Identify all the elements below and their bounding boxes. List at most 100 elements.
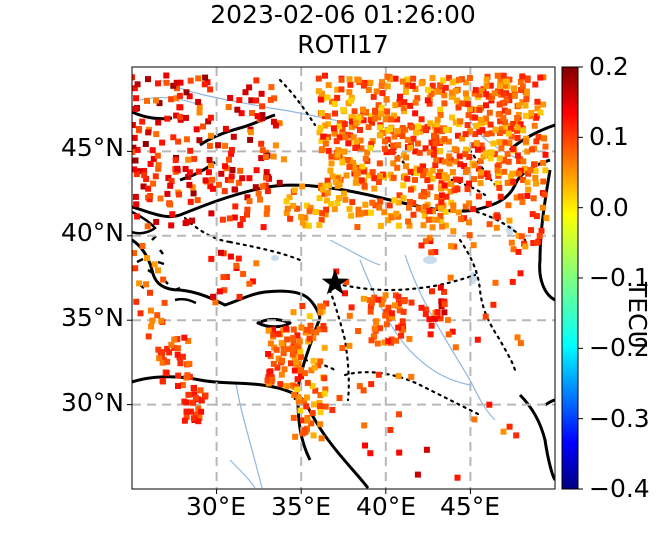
roti-point bbox=[294, 343, 301, 350]
roti-point bbox=[533, 113, 540, 120]
roti-point bbox=[362, 155, 369, 162]
lon-label-45: 45°E bbox=[439, 492, 501, 521]
roti-point bbox=[205, 169, 212, 176]
roti-point bbox=[298, 354, 304, 361]
roti-point bbox=[190, 399, 197, 406]
roti-point bbox=[247, 129, 254, 136]
roti-point bbox=[369, 138, 376, 145]
roti-point bbox=[522, 102, 529, 109]
roti-point bbox=[378, 110, 385, 117]
roti-point bbox=[155, 80, 161, 87]
roti-point bbox=[441, 182, 448, 189]
roti-point bbox=[389, 149, 396, 156]
roti-point bbox=[177, 79, 184, 86]
roti-point bbox=[514, 127, 520, 134]
roti-point bbox=[342, 196, 349, 203]
roti-point bbox=[365, 124, 372, 131]
roti-point bbox=[394, 116, 401, 123]
roti-point bbox=[454, 474, 461, 481]
roti-point bbox=[487, 121, 494, 128]
roti-point bbox=[510, 178, 517, 185]
roti-point bbox=[412, 99, 419, 106]
roti-point bbox=[537, 109, 544, 116]
roti-point bbox=[186, 169, 193, 176]
roti-point bbox=[303, 394, 310, 401]
roti-point bbox=[477, 158, 484, 164]
roti-point bbox=[456, 76, 462, 83]
roti-point bbox=[298, 213, 305, 220]
roti-point bbox=[339, 156, 346, 163]
roti-point bbox=[446, 153, 453, 160]
roti-point bbox=[452, 119, 459, 126]
roti-point bbox=[319, 186, 326, 193]
roti-point bbox=[450, 228, 457, 235]
roti-point bbox=[328, 153, 335, 160]
roti-point bbox=[192, 411, 199, 418]
roti-point bbox=[382, 312, 389, 319]
roti-point bbox=[470, 242, 477, 249]
roti-point bbox=[336, 195, 342, 201]
roti-point bbox=[139, 118, 146, 125]
roti-point bbox=[377, 132, 384, 139]
roti-point bbox=[405, 218, 412, 225]
roti-point bbox=[334, 200, 341, 206]
roti-point bbox=[401, 108, 407, 115]
roti-point bbox=[307, 328, 314, 335]
roti-point bbox=[437, 157, 444, 164]
roti-point bbox=[281, 366, 288, 373]
roti-point bbox=[324, 197, 330, 204]
roti-point bbox=[145, 185, 152, 192]
roti-point bbox=[396, 411, 402, 418]
roti-point bbox=[360, 168, 367, 175]
roti-point bbox=[362, 201, 369, 208]
roti-point bbox=[505, 202, 512, 209]
roti-point bbox=[325, 147, 332, 154]
roti-point bbox=[304, 379, 311, 386]
roti-point bbox=[332, 110, 338, 117]
roti-point bbox=[372, 107, 378, 114]
roti-point bbox=[371, 175, 378, 182]
roti-point bbox=[398, 332, 405, 339]
roti-point bbox=[171, 336, 178, 343]
roti-point bbox=[542, 167, 549, 174]
roti-point bbox=[437, 284, 444, 291]
roti-point bbox=[338, 76, 345, 83]
roti-point bbox=[441, 309, 448, 316]
roti-point bbox=[385, 338, 392, 345]
roti-point bbox=[336, 395, 343, 401]
roti-point bbox=[429, 224, 436, 231]
roti-point bbox=[455, 209, 462, 216]
roti-point bbox=[394, 128, 401, 135]
roti-point bbox=[503, 123, 510, 130]
roti-point bbox=[464, 167, 471, 173]
roti-point bbox=[541, 191, 548, 198]
roti-point bbox=[271, 95, 278, 102]
roti-point bbox=[370, 93, 377, 100]
roti-point bbox=[228, 147, 235, 153]
colorbar-tick-label: −0.1 bbox=[589, 263, 650, 292]
roti-point bbox=[357, 127, 363, 133]
roti-point bbox=[298, 324, 305, 331]
roti-point bbox=[348, 124, 355, 131]
roti-point bbox=[424, 191, 431, 198]
roti-point bbox=[183, 136, 190, 143]
roti-point bbox=[280, 156, 287, 163]
roti-point bbox=[428, 249, 435, 256]
roti-point bbox=[475, 193, 482, 200]
roti-point bbox=[308, 367, 315, 374]
lon-label-35: 35°E bbox=[270, 492, 332, 521]
roti-point bbox=[304, 417, 310, 424]
roti-point bbox=[394, 155, 401, 162]
roti-point bbox=[349, 199, 356, 206]
roti-point bbox=[236, 97, 243, 104]
roti-point bbox=[368, 337, 375, 344]
roti-point bbox=[390, 174, 397, 181]
roti-point bbox=[315, 88, 322, 95]
roti-point bbox=[441, 301, 448, 308]
roti-point bbox=[507, 125, 514, 132]
roti-point bbox=[275, 330, 282, 337]
roti-point bbox=[163, 79, 170, 86]
roti-point bbox=[246, 280, 253, 287]
roti-point bbox=[432, 140, 439, 147]
roti-point bbox=[252, 184, 259, 191]
